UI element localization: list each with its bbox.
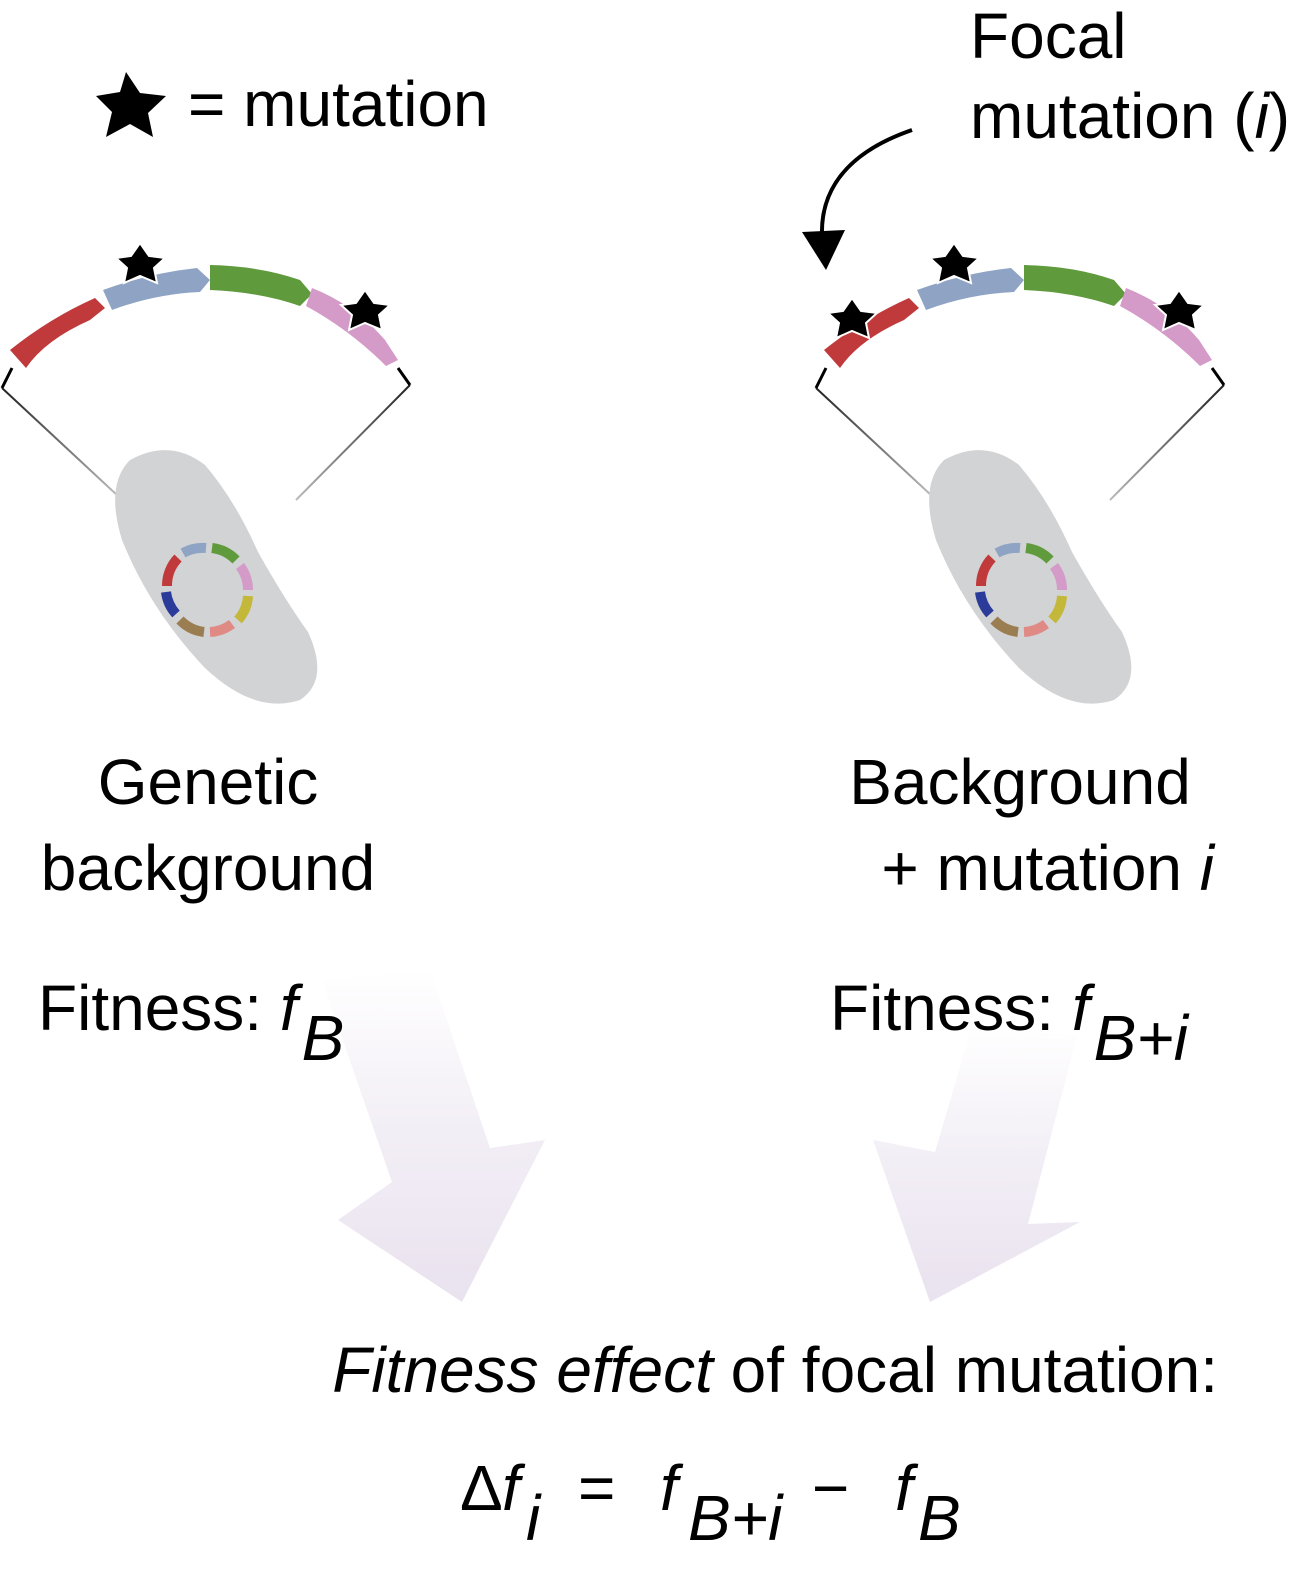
- right-panel: Background + mutation i Fitness: fB+i: [814, 241, 1226, 1074]
- star-icon: [113, 241, 168, 285]
- curved-arrow-icon: [819, 128, 913, 237]
- legend: = mutation: [96, 68, 489, 140]
- left-label-line1: Genetic: [98, 746, 319, 818]
- genome-end-tick: [0, 367, 14, 389]
- right-label-line2: + mutation i: [881, 832, 1215, 904]
- bacterial-cell: [929, 450, 1132, 704]
- legend-text: = mutation: [188, 68, 489, 140]
- effect-label: Fitness effect of focal mutation:: [332, 1334, 1218, 1406]
- gene-blue-gray: [917, 268, 1024, 310]
- right-zoom-line: [1109, 384, 1225, 501]
- genome-end-tick: [396, 367, 412, 386]
- focal-callout: Focal mutation (i): [802, 0, 1290, 270]
- curved-arrow-head-icon: [802, 230, 845, 270]
- left-panel: Genetic background Fitness: fB: [0, 241, 412, 1074]
- star-icon: [96, 72, 166, 137]
- gene-green: [210, 265, 312, 306]
- focal-callout-line2: mutation (i): [970, 80, 1290, 152]
- gene-red: [10, 298, 105, 368]
- right-fitness: Fitness: fB+i: [830, 972, 1190, 1074]
- formula-sub-bi: B+i: [688, 1482, 784, 1554]
- gene-blue-gray: [103, 268, 210, 310]
- formula-equals: =: [578, 1452, 615, 1524]
- plasmid-ring: [975, 542, 1067, 637]
- star-icon: [338, 288, 393, 332]
- left-zoom-line: [815, 387, 933, 497]
- delta-symbol: Δ: [460, 1452, 503, 1524]
- focal-star-icon: [825, 296, 880, 340]
- gene-green: [1024, 265, 1126, 306]
- left-merge-arrow: [322, 970, 545, 1302]
- genome-segment: [10, 265, 398, 368]
- left-zoom-line: [1, 387, 119, 497]
- genome-end-tick: [1210, 367, 1226, 386]
- right-label-line1: Background: [849, 746, 1191, 818]
- left-label-line2: background: [41, 832, 375, 904]
- left-fitness: Fitness: fB: [38, 972, 344, 1074]
- bacterial-cell: [115, 450, 318, 704]
- formula-sub-i: i: [526, 1482, 542, 1554]
- right-merge-arrow: [873, 1026, 1080, 1302]
- formula-f-i: f: [502, 1452, 526, 1524]
- genome-end-tick: [814, 367, 828, 389]
- formula-f-bi: f: [660, 1452, 684, 1524]
- formula-f-b: f: [895, 1452, 919, 1524]
- plasmid-ring: [161, 542, 253, 637]
- formula-sub-b: B: [918, 1482, 961, 1554]
- formula-minus: −: [812, 1452, 849, 1524]
- effect-formula: Δ f i = f B+i − f B: [460, 1452, 961, 1554]
- star-icon: [927, 241, 982, 285]
- genome-segment: [824, 265, 1212, 368]
- gene-red: [824, 298, 919, 368]
- focal-callout-line1: Focal: [970, 0, 1127, 72]
- right-zoom-line: [295, 384, 411, 501]
- star-icon: [1152, 288, 1207, 332]
